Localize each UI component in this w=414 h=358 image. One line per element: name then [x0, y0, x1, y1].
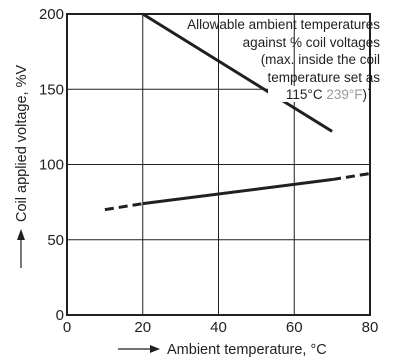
annotation-close-paren: )	[363, 87, 368, 102]
annotation-line-4: temperature set as	[267, 70, 380, 85]
x-tick-label: 80	[362, 319, 379, 336]
grid	[67, 14, 370, 315]
x-tick-label: 40	[210, 319, 227, 336]
y-tick-label: 150	[39, 81, 64, 98]
x-tick-label: 60	[286, 319, 303, 336]
series-line-3-solid	[142, 178, 333, 206]
series-line-2-dashed	[104, 202, 143, 212]
annotation-line-3: (max. inside the coil	[261, 52, 380, 67]
x-tick-label: 20	[134, 319, 151, 336]
plot-frame	[66, 13, 371, 316]
y-tick-label: 100	[39, 157, 64, 174]
y-tick-label: 0	[56, 307, 64, 324]
annotation-line-5: 115°C 239°F)	[286, 87, 367, 102]
x-tick-label: 0	[63, 319, 71, 336]
series-group	[104, 12, 371, 212]
y-tick-label: 50	[47, 232, 64, 249]
x-axis-arrowhead	[150, 345, 160, 353]
y-axis-label-group: Coil applied voltage, %V	[14, 64, 30, 268]
annotation-line-2: against % coil voltages	[243, 35, 381, 50]
annotation-line-1: Allowable ambient temperatures	[187, 17, 380, 32]
annotation-temp-f: 239°F	[326, 87, 362, 102]
tick-labels: 0 20 40 60 80 0 50 100 150 200	[39, 6, 378, 336]
series-line-4-dashed	[331, 172, 371, 182]
y-tick-label: 200	[39, 6, 64, 23]
annotation-temp-c: 115°C	[286, 87, 326, 102]
y-axis-label: Coil applied voltage, %V	[14, 64, 30, 222]
annotation: Allowable ambient temperatures against %…	[187, 17, 380, 102]
x-axis-label: Ambient temperature, °C	[167, 342, 327, 358]
y-axis-arrowhead	[17, 229, 25, 240]
series-line-1-solid	[141, 12, 333, 133]
x-axis-label-group: Ambient temperature, °C	[118, 342, 327, 358]
